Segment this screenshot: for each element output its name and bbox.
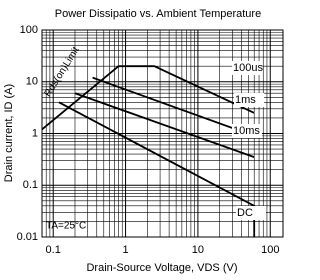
series-label-bg: [232, 124, 262, 138]
series-label: 100us: [233, 62, 263, 74]
x-tick-label: 1: [122, 244, 128, 256]
y-tick-label: 1: [32, 127, 38, 139]
rds-annotation: Rds(on)Limit: [42, 45, 81, 99]
series-label: 10ms: [233, 125, 260, 137]
y-tick-label: 100: [20, 24, 38, 36]
temp-annotation: TA=25°C: [46, 221, 86, 232]
chart-title: Power Dissipatio vs. Ambient Temperature: [55, 8, 261, 20]
y-tick-label: 10: [26, 76, 38, 88]
series-label: 1ms: [235, 94, 256, 106]
series-label: DC: [237, 207, 253, 219]
x-axis-label: Drain-Source Voltage, VDS (V): [86, 262, 237, 274]
y-tick-label: 0.1: [23, 179, 38, 191]
series-line: [58, 101, 256, 237]
series-line: [41, 65, 120, 131]
series-label-bg: [236, 206, 266, 220]
plot-frame: [41, 29, 284, 238]
series-line: [92, 76, 255, 137]
chart: Power Dissipatio vs. Ambient Temperature…: [3, 8, 284, 274]
y-axis-label: Drain current, ID (A): [3, 84, 15, 182]
series-line: [118, 65, 255, 114]
x-tick-label: 10: [192, 244, 204, 256]
series-line: [74, 92, 255, 158]
x-tick-label: 100: [261, 244, 279, 256]
series-label-bg: [234, 93, 264, 107]
series-label-bg: [232, 61, 262, 75]
y-tick-label: 0.01: [17, 231, 38, 243]
x-tick-label: 0.1: [46, 244, 61, 256]
